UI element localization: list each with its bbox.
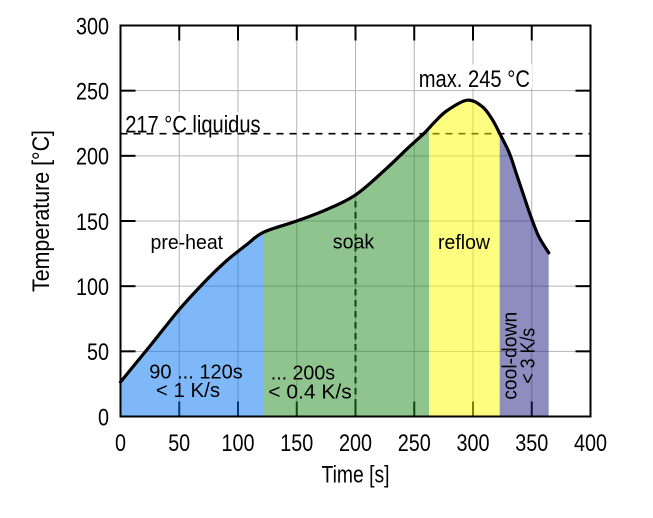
svg-text:50: 50 [87, 339, 109, 366]
svg-text:300: 300 [457, 430, 490, 457]
svg-text:200: 200 [339, 430, 372, 457]
svg-text:50: 50 [168, 430, 190, 457]
svg-text:400: 400 [574, 430, 607, 457]
svg-text:< 1 K/s: < 1 K/s [156, 380, 220, 402]
svg-text:Temperature [°C]: Temperature [°C] [28, 130, 55, 292]
svg-text:300: 300 [76, 13, 109, 40]
svg-text:150: 150 [280, 430, 313, 457]
svg-text:cool-down: cool-down [499, 312, 521, 400]
svg-text:217 °C liquidus: 217 °C liquidus [125, 111, 260, 138]
svg-text:... 200s: ... 200s [271, 363, 335, 385]
svg-text:Time [s]: Time [s] [322, 461, 390, 488]
svg-text:250: 250 [76, 79, 109, 106]
svg-text:200: 200 [76, 144, 109, 171]
svg-text:350: 350 [515, 430, 548, 457]
svg-text:reflow: reflow [438, 232, 491, 254]
svg-text:90 ... 120s: 90 ... 120s [149, 362, 242, 384]
svg-text:soak: soak [333, 232, 375, 254]
svg-text:250: 250 [398, 430, 431, 457]
svg-text:< 0.4 K/s: < 0.4 K/s [268, 382, 352, 404]
svg-text:< 3 K/s: < 3 K/s [518, 328, 540, 384]
svg-text:max. 245 °C: max. 245 °C [419, 66, 530, 93]
svg-text:100: 100 [222, 430, 255, 457]
svg-text:0: 0 [98, 404, 109, 431]
svg-text:100: 100 [76, 274, 109, 301]
svg-text:150: 150 [76, 209, 109, 236]
svg-text:0: 0 [115, 430, 126, 457]
svg-text:pre-heat: pre-heat [151, 232, 224, 254]
